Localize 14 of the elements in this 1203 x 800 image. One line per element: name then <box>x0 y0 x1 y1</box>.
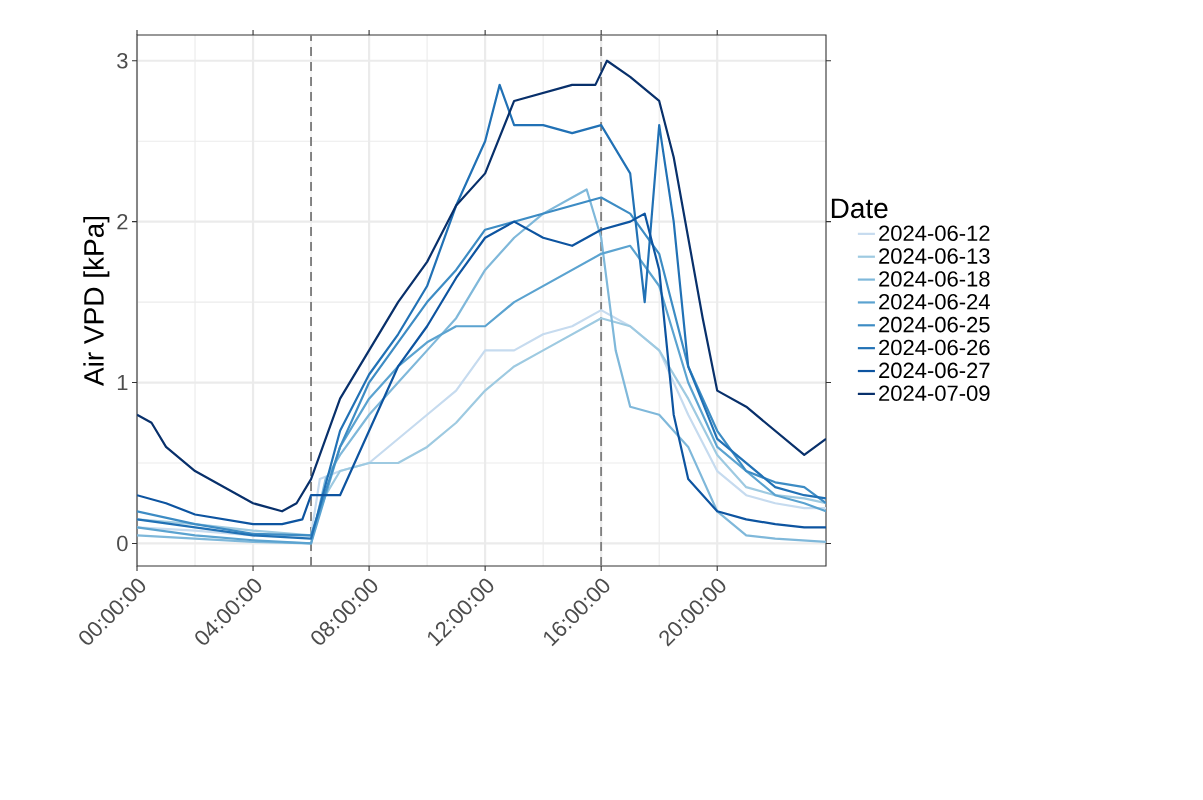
y-tick-label: 1 <box>117 374 128 391</box>
legend-label: 2024-06-18 <box>879 271 990 287</box>
legend-label: 2024-06-24 <box>879 294 990 310</box>
legend-label: 2024-06-12 <box>879 225 990 242</box>
y-tick-label: 0 <box>117 535 128 552</box>
legend-label: 2024-06-27 <box>879 362 990 379</box>
legend-title: Date <box>831 198 888 219</box>
y-tick-label: 2 <box>117 213 128 230</box>
legend-label: 2024-06-26 <box>879 339 990 356</box>
legend-label: 2024-07-09 <box>879 385 990 402</box>
y-tick-label: 3 <box>117 52 128 69</box>
legend-label: 2024-06-13 <box>879 248 990 264</box>
y-axis-title: Air VPD [kPa] <box>83 216 110 387</box>
legend-label: 2024-06-25 <box>879 316 990 333</box>
